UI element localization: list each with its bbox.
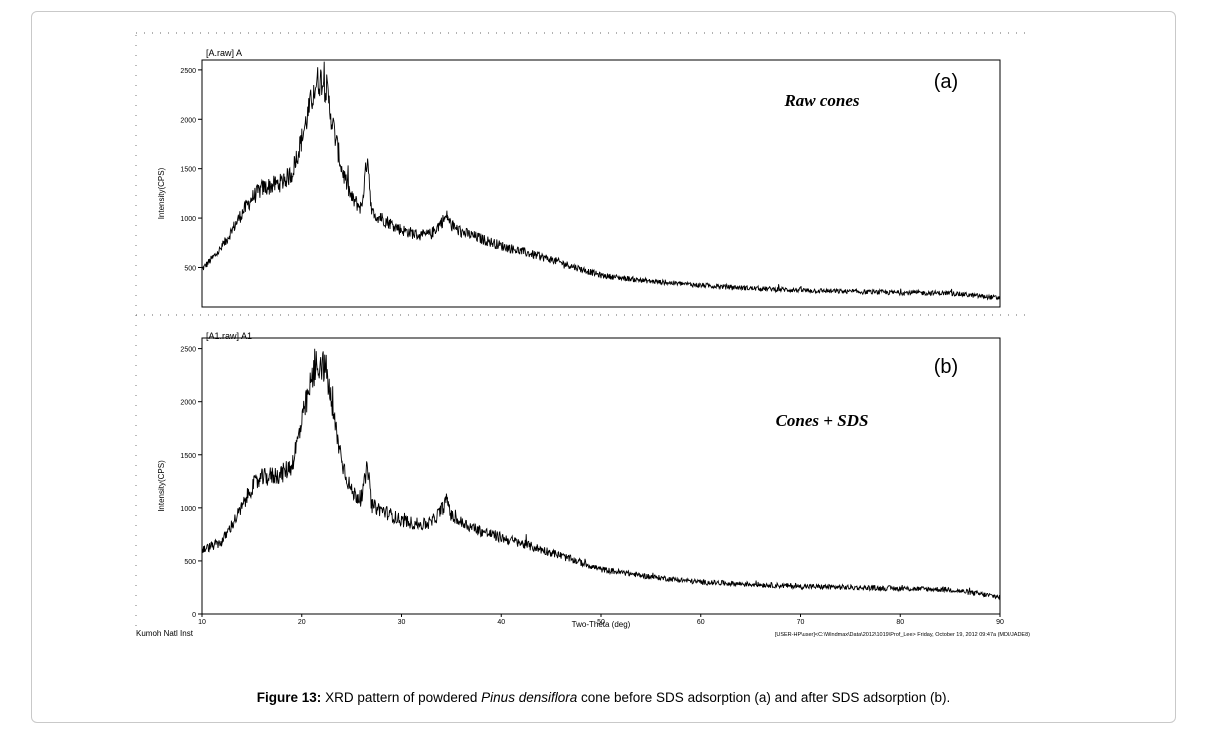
panel-b-ytick-label-5: 2500 — [180, 347, 196, 354]
panel-b-file-label: [A1.raw] A1 — [206, 331, 252, 341]
panel-b-ytick-label-1: 500 — [184, 559, 196, 566]
caption-text-2: cone before SDS adsorption (a) and after… — [581, 690, 951, 705]
panel-a-ytick-label-1: 1000 — [180, 216, 196, 223]
panel-b-ytick-label-0: 0 — [192, 612, 196, 619]
panel-a-file-label: [A.raw] A — [206, 48, 242, 58]
caption-species: Pinus densiflora — [481, 690, 578, 705]
panel-b-xrd-trace — [201, 348, 1001, 601]
panel-a-ytick-label-3: 2000 — [180, 117, 196, 124]
panel-b-ytick-label-2: 1000 — [180, 506, 196, 513]
panel-a-label: (a) — [934, 71, 958, 93]
xrd-chart: [A.raw] A5001000150020002500Intensity(CP… — [135, 32, 1030, 638]
panel-b-xtick-label-2: 30 — [398, 619, 406, 626]
panel-a-ytick-label-2: 1500 — [180, 167, 196, 174]
figure-frame — [31, 11, 1176, 723]
panel-b-xtick-label-7: 80 — [896, 619, 904, 626]
panel-b-xtick-label-5: 60 — [697, 619, 705, 626]
panel-b-ytick-label-4: 2000 — [180, 400, 196, 407]
panel-a-xrd-trace — [201, 61, 1001, 301]
caption-text-1: XRD pattern of powdered — [325, 690, 478, 705]
panel-b-xtick-label-6: 70 — [797, 619, 805, 626]
panel-a-ytick-label-0: 500 — [184, 265, 196, 272]
panel-b-xtick-label-4: 50 — [597, 619, 605, 626]
panel-a-ylabel: Intensity(CPS) — [157, 167, 166, 219]
panel-b-annotation: Cones + SDS — [776, 411, 869, 430]
panel-b-xtick-label-3: 40 — [497, 619, 505, 626]
panel-a-frame — [201, 59, 1001, 308]
panel-b-ylabel: Intensity(CPS) — [157, 460, 166, 512]
figure-caption: Figure 13: XRD pattern of powdered Pinus… — [0, 690, 1207, 705]
panel-b-xlabel: Two-Theta (deg) — [572, 620, 631, 629]
panel-b-xtick-label-8: 90 — [996, 619, 1004, 626]
panel-b-ytick-label-3: 1500 — [180, 453, 196, 460]
panel-b-xtick-label-0: 10 — [198, 619, 206, 626]
caption-label: Figure 13: — [256, 690, 322, 705]
panel-a-ytick-label-4: 2500 — [180, 68, 196, 75]
panel-b-label: (b) — [934, 356, 958, 378]
panel-b-xtick-label-1: 20 — [298, 619, 306, 626]
panel-a-annotation: Raw cones — [783, 91, 859, 110]
footer-file-path: [USER-HP\user]<C:\Windmax\Data\2012\1019… — [775, 632, 1030, 638]
footer-institution: Kumoh Natl Inst — [136, 629, 194, 638]
